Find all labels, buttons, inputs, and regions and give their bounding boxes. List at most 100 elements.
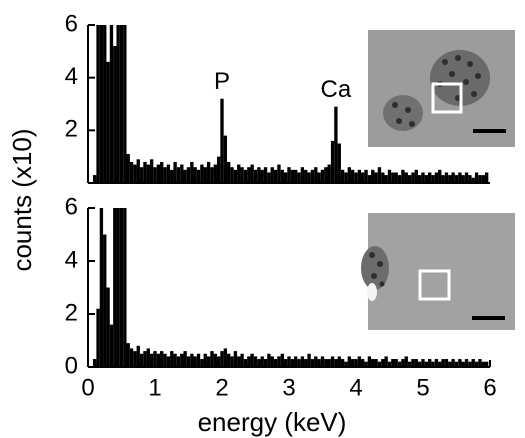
bar (451, 172, 455, 183)
bar (210, 351, 214, 367)
bar (347, 356, 351, 367)
bar (340, 359, 345, 367)
bar (193, 167, 197, 183)
bar (136, 159, 140, 183)
bar (260, 356, 264, 367)
bar (377, 361, 382, 367)
bar (371, 359, 375, 367)
bar (267, 172, 271, 183)
y-tick-label: 4 (65, 246, 78, 273)
bar (317, 359, 321, 367)
bar (421, 172, 425, 183)
bar (156, 353, 161, 367)
bar (294, 169, 298, 183)
bar (397, 175, 402, 183)
bar (273, 359, 278, 367)
bar (210, 167, 214, 183)
bar (414, 359, 418, 367)
y-tick-label: 2 (65, 116, 78, 143)
bar (337, 143, 341, 183)
bar (461, 175, 465, 183)
bar (417, 175, 422, 183)
bar (438, 169, 442, 183)
bar (474, 172, 479, 183)
bar (297, 359, 301, 367)
bar (190, 161, 194, 183)
annotation: Ca (321, 76, 352, 103)
y-tick-label: 4 (65, 63, 78, 90)
bar (206, 161, 211, 183)
bar (196, 169, 201, 183)
bar (173, 161, 177, 183)
y-tick-label: 6 (65, 10, 78, 37)
bar (273, 169, 278, 183)
inset-image-bottom (361, 213, 515, 330)
bar (277, 356, 281, 367)
bar (344, 172, 348, 183)
bar (381, 359, 385, 367)
x-tick-label: 6 (483, 374, 496, 401)
bar (143, 161, 147, 183)
bar (391, 359, 395, 367)
bar (320, 356, 325, 367)
bar (474, 361, 479, 367)
bar (448, 361, 452, 367)
bar (160, 161, 164, 183)
bar (300, 356, 305, 367)
bar (223, 135, 228, 183)
y-tick-label: 0 (65, 352, 78, 379)
bar (484, 361, 489, 367)
bar (471, 177, 475, 183)
bar (397, 361, 402, 367)
bar (133, 351, 137, 367)
bar (304, 359, 308, 367)
bar (414, 169, 418, 183)
bar (280, 169, 284, 183)
bar (381, 172, 385, 183)
bar (484, 172, 489, 183)
bar (434, 172, 439, 183)
bar (424, 361, 429, 367)
bar (243, 359, 248, 367)
bar (139, 353, 144, 367)
bar (417, 361, 422, 367)
bar (176, 356, 181, 367)
bar (270, 356, 274, 367)
bar (99, 208, 104, 367)
bar (287, 167, 291, 183)
bar (334, 359, 338, 367)
bar (149, 159, 154, 183)
x-tick-label: 3 (282, 374, 295, 401)
bar (196, 353, 201, 367)
bar (96, 25, 100, 183)
bar (113, 208, 117, 367)
bar (324, 167, 328, 183)
bar (337, 356, 341, 367)
bar (253, 169, 258, 183)
bar (441, 359, 445, 367)
bar (230, 356, 234, 367)
bar (200, 164, 204, 183)
bar (330, 140, 335, 183)
bar (304, 169, 308, 183)
bar (468, 175, 472, 183)
bar (431, 361, 435, 367)
bar (109, 324, 114, 367)
bar (280, 353, 284, 367)
bar (260, 169, 264, 183)
bar (407, 361, 412, 367)
bar (428, 172, 432, 183)
bar (404, 356, 408, 367)
bar (240, 167, 244, 183)
bar (324, 359, 328, 367)
bar (149, 353, 154, 367)
bar (461, 361, 465, 367)
bar (106, 287, 110, 367)
bar (267, 353, 271, 367)
bar (377, 167, 382, 183)
bar (183, 351, 187, 367)
bar (143, 351, 147, 367)
bar (297, 172, 301, 183)
bar (481, 175, 485, 183)
bar (243, 169, 248, 183)
